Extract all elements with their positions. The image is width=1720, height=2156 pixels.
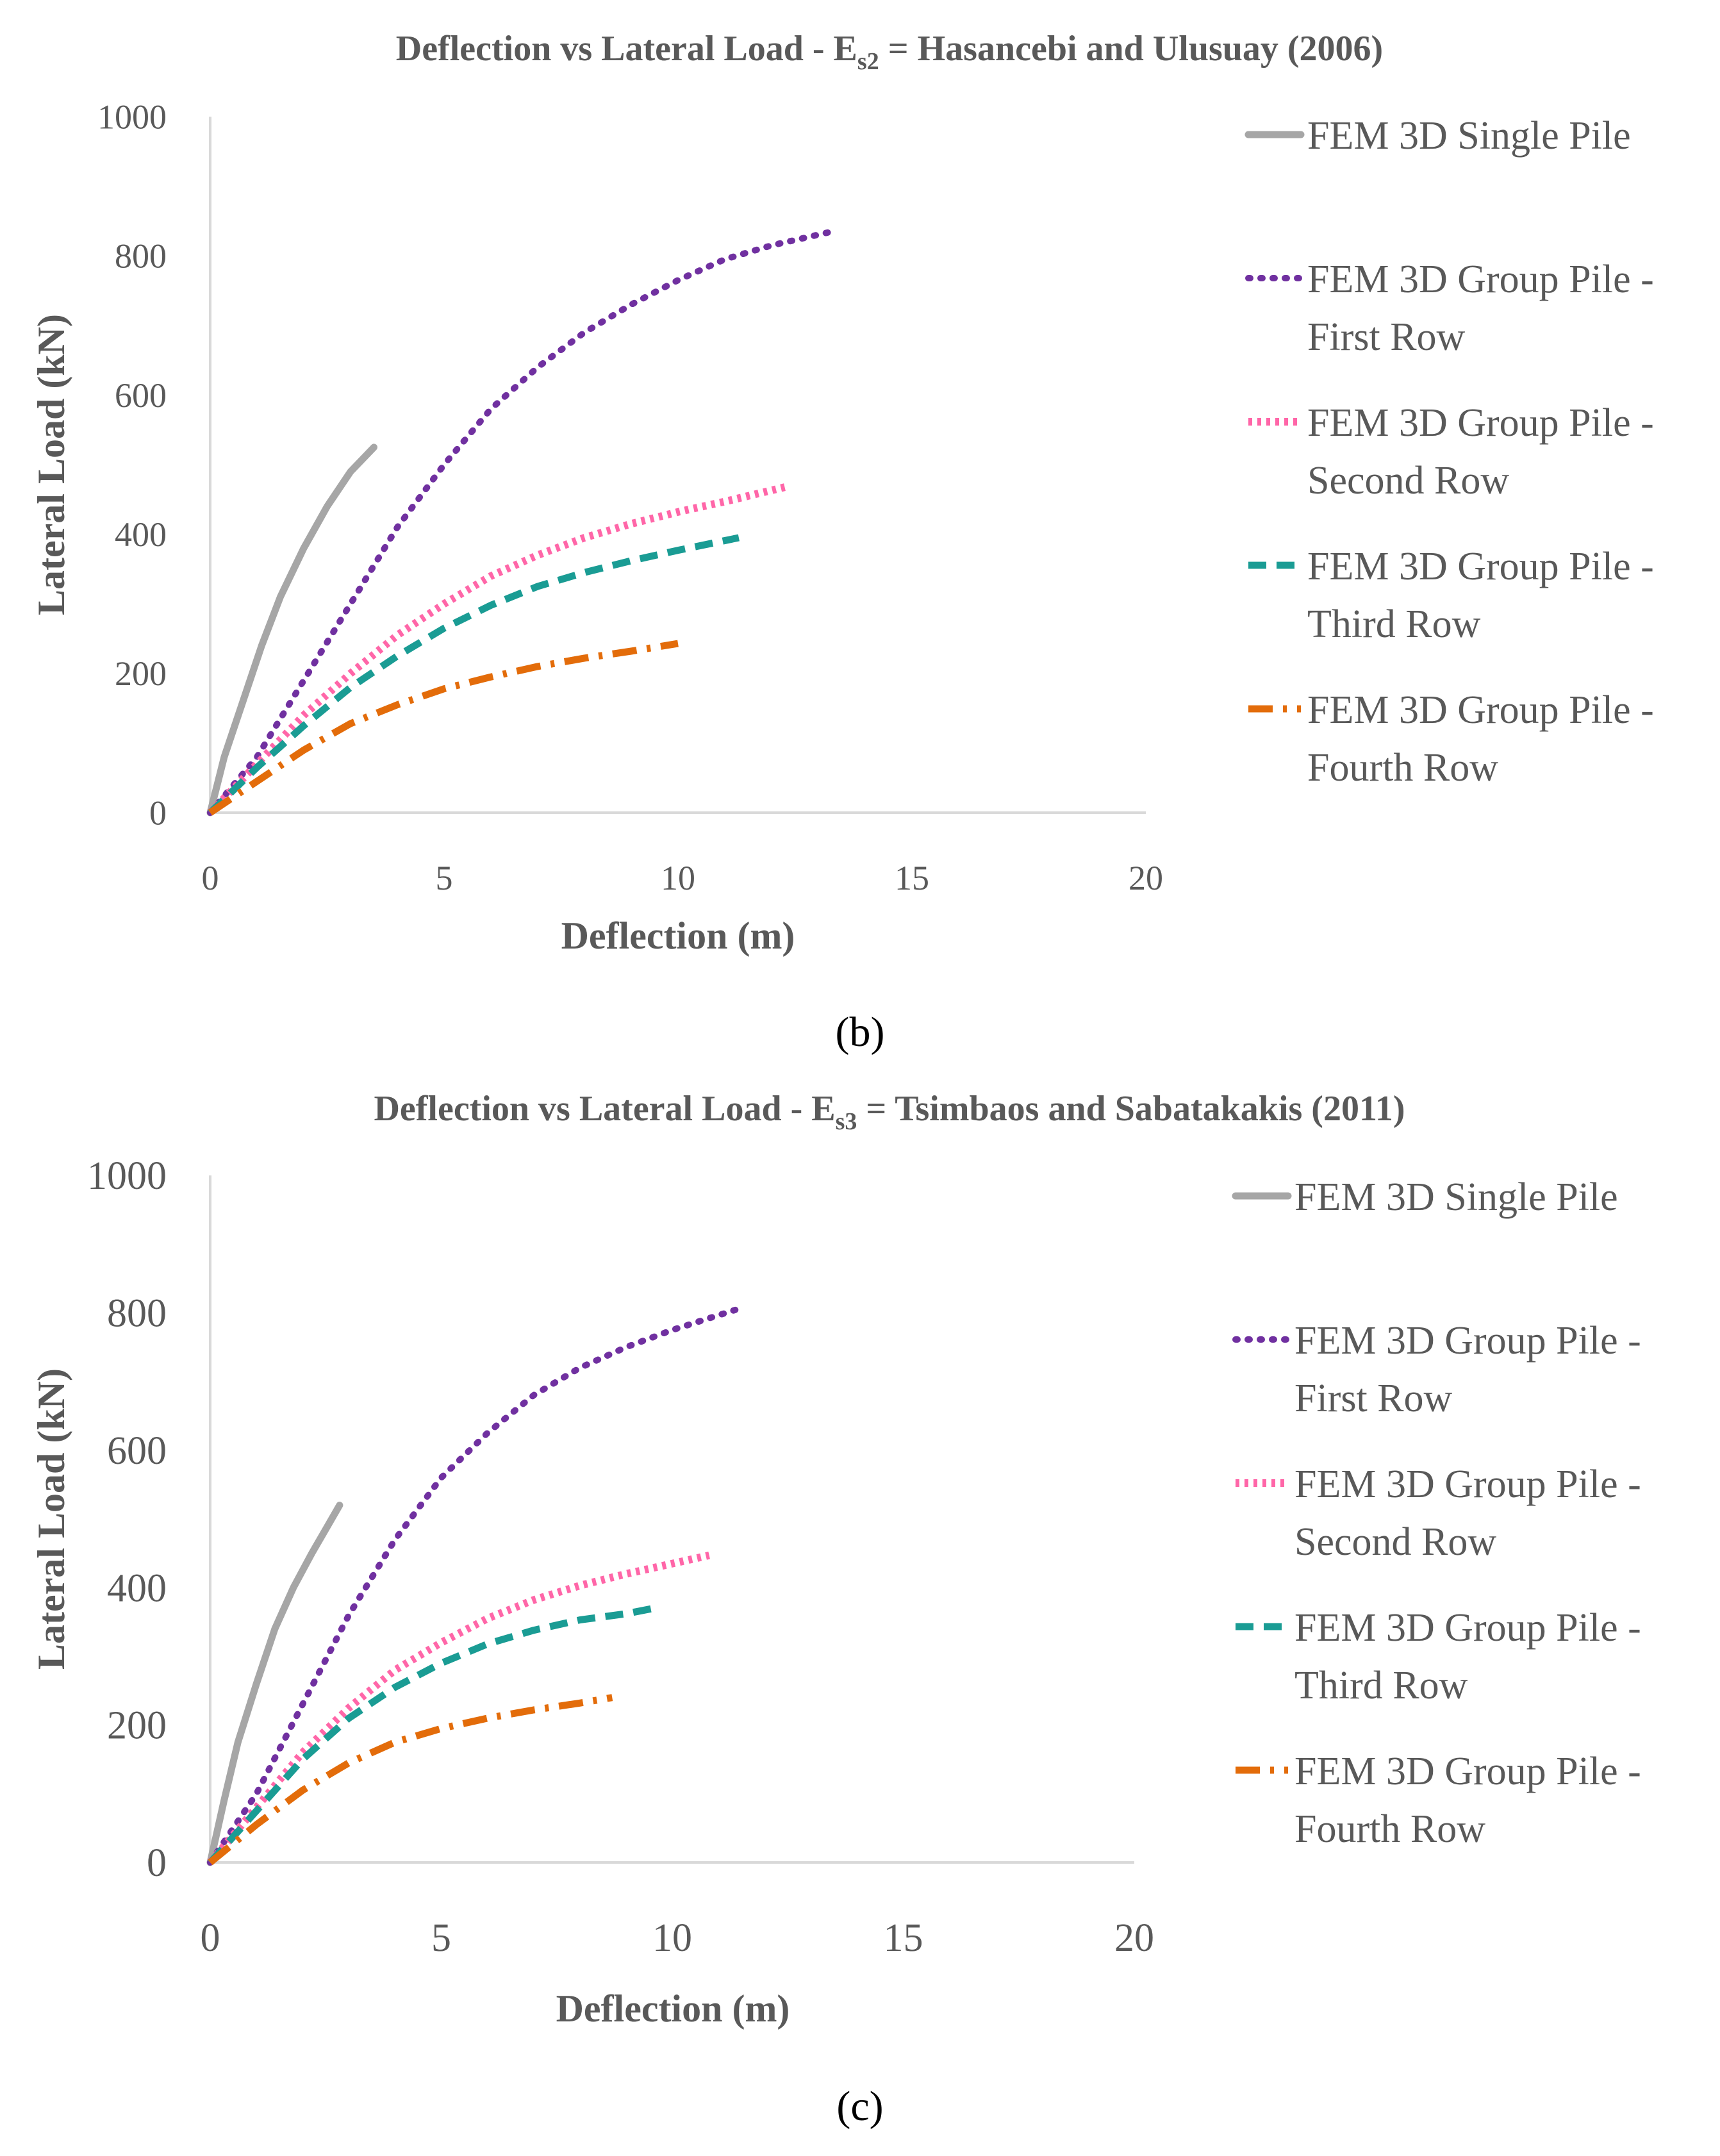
legend-label: Second Row [1307, 459, 1509, 502]
x-tick-label: 0 [201, 1916, 220, 1960]
legend-label: Fourth Row [1307, 746, 1498, 790]
chart-title-main: Deflection vs Lateral Load - E [396, 29, 857, 69]
legend-label: First Row [1294, 1377, 1453, 1420]
series-line-5 [208, 640, 679, 816]
chart-title-subscript: s3 [836, 1108, 857, 1135]
legend-label: FEM 3D Group Pile - [1307, 545, 1654, 588]
legend-label: FEM 3D Group Pile - [1307, 258, 1654, 301]
x-tick-label: 20 [1114, 1916, 1154, 1960]
legend-label: Second Row [1294, 1520, 1496, 1564]
x-tick-label: 0 [202, 859, 219, 897]
y-tick-label: 400 [107, 1566, 167, 1610]
series-line-4 [207, 1605, 655, 1865]
legend-label: Third Row [1294, 1664, 1468, 1707]
x-axis-label: Deflection (m) [556, 1987, 790, 2030]
legend-label: FEM 3D Group Pile - [1294, 1750, 1641, 1793]
panel-label-b: (b) [836, 1009, 885, 1056]
series-line-1 [206, 444, 377, 817]
chart-title-subscript: s2 [857, 48, 879, 75]
x-tick-label: 20 [1129, 859, 1163, 897]
y-tick-label: 200 [107, 1704, 167, 1748]
legend-label: Fourth Row [1294, 1807, 1485, 1851]
y-tick-label: 0 [149, 793, 167, 832]
y-tick-label: 400 [115, 515, 167, 554]
legend-label: FEM 3D Group Pile - [1307, 688, 1654, 732]
x-tick-label: 15 [895, 859, 929, 897]
x-tick-label: 15 [884, 1916, 923, 1960]
x-tick-label: 10 [661, 859, 695, 897]
y-tick-label: 200 [115, 654, 167, 693]
series-line-1 [206, 1502, 343, 1866]
series-line-2 [207, 228, 836, 816]
y-axis-label: Lateral Load (kN) [30, 1368, 72, 1670]
series-line-5 [208, 1694, 613, 1866]
y-tick-label: 600 [115, 376, 167, 415]
legend-label: FEM 3D Single Pile [1307, 114, 1631, 158]
y-axis-label: Lateral Load (kN) [30, 314, 72, 615]
y-tick-label: 1000 [97, 97, 167, 136]
y-tick-label: 800 [115, 237, 167, 276]
chart-title-main: Deflection vs Lateral Load - E [374, 1089, 835, 1129]
legend-label: Third Row [1307, 602, 1481, 646]
x-axis-label: Deflection (m) [561, 915, 795, 957]
y-tick-label: 600 [107, 1429, 167, 1473]
legend-label: FEM 3D Group Pile - [1294, 1463, 1641, 1506]
x-tick-label: 10 [652, 1916, 692, 1960]
legend-label: FEM 3D Group Pile - [1294, 1319, 1641, 1363]
series-line-2 [207, 1306, 740, 1866]
y-tick-label: 800 [107, 1291, 167, 1335]
chart-c: Deflection vs Lateral Load - Es3 = Tsimb… [30, 1089, 1641, 2030]
chart-b: Deflection vs Lateral Load - Es2 = Hasan… [30, 29, 1654, 957]
y-tick-label: 0 [147, 1841, 167, 1885]
chart-title-rest: = Hasancebi and Ulusuay (2006) [879, 29, 1384, 69]
x-tick-label: 5 [431, 1916, 451, 1960]
legend-label: FEM 3D Single Pile [1294, 1175, 1618, 1219]
legend-label: FEM 3D Group Pile - [1307, 401, 1654, 445]
x-tick-label: 5 [436, 859, 453, 897]
legend-label: First Row [1307, 315, 1466, 359]
series-line-3 [207, 483, 787, 816]
series-line-4 [208, 534, 740, 815]
legend-label: FEM 3D Group Pile - [1294, 1606, 1641, 1650]
chart-title: Deflection vs Lateral Load - Es2 = Hasan… [396, 29, 1383, 75]
chart-title: Deflection vs Lateral Load - Es3 = Tsimb… [374, 1089, 1405, 1135]
panel-label-c: (c) [836, 2083, 883, 2130]
y-tick-label: 1000 [87, 1154, 167, 1198]
chart-title-rest: = Tsimbaos and Sabatakakis (2011) [857, 1089, 1405, 1129]
